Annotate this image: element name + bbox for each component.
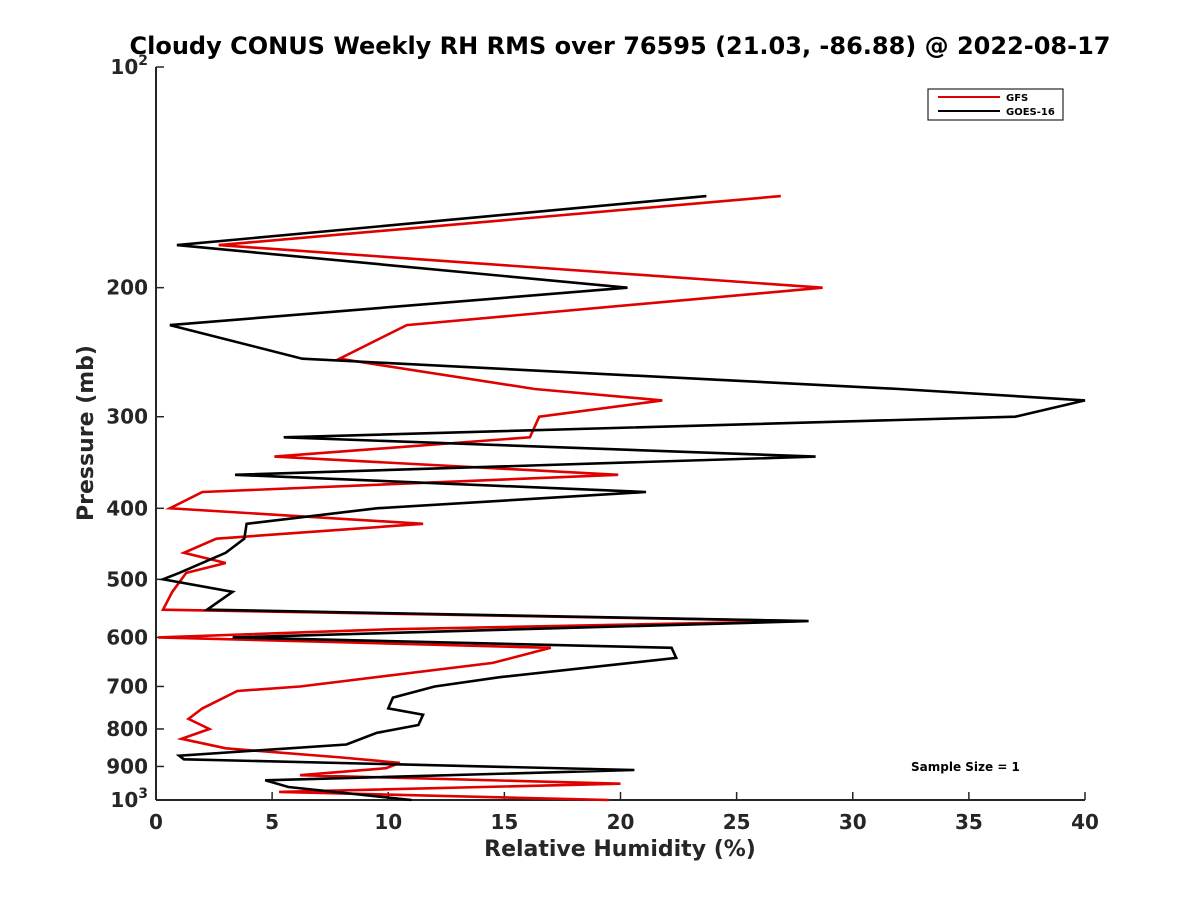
y-tick-base: 10 [110, 788, 138, 812]
y-tick-label: 600 [106, 625, 148, 649]
x-tick-label: 30 [839, 810, 867, 834]
x-tick-label: 35 [955, 810, 983, 834]
series-lines [158, 194, 1086, 802]
legend: GFS GOES-16 [927, 88, 1064, 121]
y-tick-label: 800 [106, 717, 148, 741]
y-tick-label: 400 [106, 496, 148, 520]
axes [155, 67, 1085, 801]
legend-box [927, 88, 1064, 121]
y-tick-label: 103 [110, 786, 148, 812]
y-tick-superscript: 3 [138, 786, 148, 802]
series-line-gfs [158, 194, 823, 802]
series-line-goes-16 [158, 194, 1086, 802]
x-tick-label: 5 [265, 810, 279, 834]
legend-label-goes16: GOES-16 [1006, 107, 1055, 118]
x-axis-label: Relative Humidity (%) [484, 837, 756, 862]
x-tick-label: 0 [149, 810, 163, 834]
legend-label-gfs: GFS [1006, 93, 1028, 104]
x-tick-label: 40 [1071, 810, 1099, 834]
y-tick-label: 900 [106, 754, 148, 778]
x-tick-label: 10 [374, 810, 402, 834]
sample-size-annotation: Sample Size = 1 [911, 760, 1020, 774]
y-tick-label: 700 [106, 674, 148, 698]
y-axis-label: Pressure (mb) [74, 345, 99, 521]
x-tick-label: 15 [490, 810, 518, 834]
y-tick-base: 10 [110, 55, 138, 79]
y-tick-superscript: 2 [138, 53, 148, 69]
y-tick-label: 300 [106, 405, 148, 429]
y-tick-label: 200 [106, 276, 148, 300]
x-tick-label: 20 [607, 810, 635, 834]
x-tick-label: 25 [723, 810, 751, 834]
y-tick-label: 500 [106, 567, 148, 591]
y-tick-label: 102 [110, 53, 148, 79]
chart-title: Cloudy CONUS Weekly RH RMS over 76595 (2… [130, 32, 1111, 60]
x-ticks: 0 5 10 15 20 25 30 35 40 [149, 792, 1099, 834]
